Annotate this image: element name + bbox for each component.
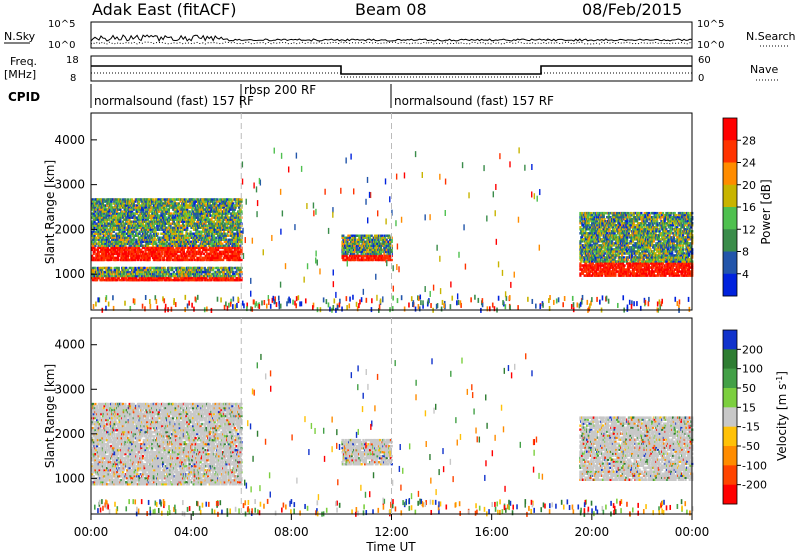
cpid-segment-3: normalsound (fast) 157 RF — [394, 94, 554, 108]
nsky-trace — [91, 35, 692, 41]
nsearch-label: N.Search — [746, 30, 796, 43]
scatter-cell — [157, 233, 159, 235]
freq-tick-low: 8 — [70, 73, 76, 84]
cpid-label: CPID — [8, 90, 40, 104]
nave-tick-low: 0 — [698, 73, 704, 84]
nsearch-tick-high: 10^5 — [697, 19, 724, 30]
freq-frame — [91, 56, 692, 81]
scatter-cell — [110, 267, 112, 269]
scatter-cell — [231, 267, 233, 269]
nave-tick-high: 60 — [698, 55, 711, 66]
scatter-cell — [94, 267, 96, 269]
beam-title: Beam 08 — [355, 0, 427, 19]
freq-panel: Freq. [MHz] 18 8 60 0 Nave — [4, 55, 780, 84]
radar-summary-figure: Adak East (fitACF) Beam 08 08/Feb/2015 N… — [0, 0, 800, 554]
nsearch-tick-low: 10^0 — [697, 40, 724, 51]
freq-unit: [MHz] — [4, 68, 36, 81]
scatter-cell — [118, 267, 120, 269]
freq-label: Freq. — [10, 55, 37, 68]
date-title: 08/Feb/2015 — [582, 0, 682, 19]
nsearch-trace — [91, 42, 692, 44]
nsky-tick-low: 10^0 — [48, 40, 75, 51]
freq-tick-high: 18 — [66, 55, 79, 66]
nsky-label: N.Sky — [4, 30, 36, 43]
scatter-cell — [240, 271, 242, 273]
cpid-segment-1: normalsound (fast) 157 RF — [94, 94, 254, 108]
scatter-cell — [189, 210, 191, 212]
cpid-segment-2: rbsp 200 RF — [244, 83, 316, 97]
scatter-cell — [201, 267, 203, 269]
scatter-cell — [171, 267, 173, 269]
nsky-panel: N.Sky 10^5 10^0 10^5 10^0 N.Search — [4, 19, 796, 51]
nave-label: Nave — [750, 63, 778, 76]
nsky-tick-high: 10^5 — [48, 19, 75, 30]
scatter-cell — [212, 267, 214, 269]
station-title: Adak East (fitACF) — [92, 0, 236, 19]
cpid-row: CPID normalsound (fast) 157 RF rbsp 200 … — [8, 83, 554, 108]
